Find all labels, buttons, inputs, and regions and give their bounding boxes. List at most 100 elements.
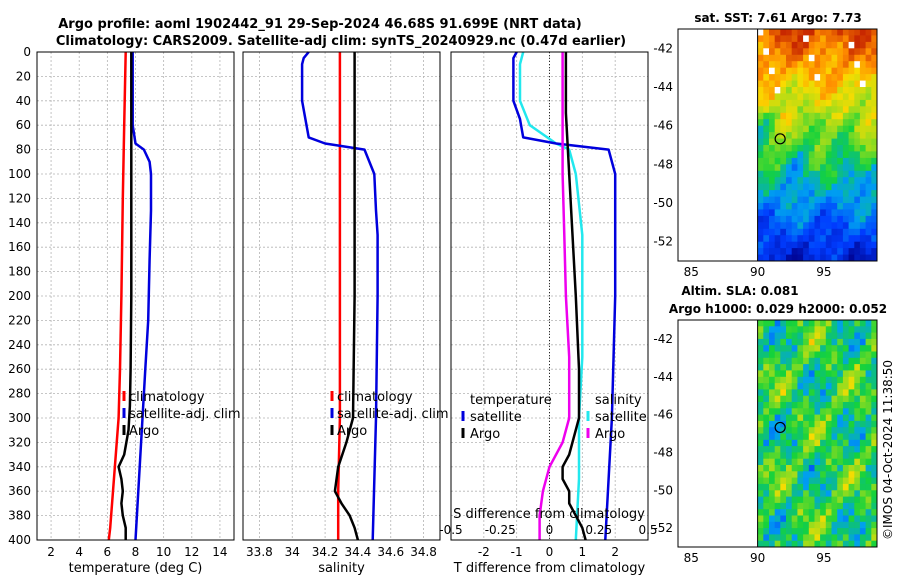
series-line-temp-2 xyxy=(117,52,133,540)
map-cell xyxy=(871,427,878,434)
map-cell xyxy=(757,338,764,346)
map-cell xyxy=(763,183,770,191)
map-cell xyxy=(859,48,867,56)
map-cell xyxy=(871,228,878,236)
map-cell xyxy=(820,326,827,334)
map-cell xyxy=(808,35,815,43)
map-cell xyxy=(786,471,793,479)
map-cell xyxy=(837,509,844,516)
map-cell xyxy=(769,383,776,390)
map-cell xyxy=(854,402,861,409)
map-cell xyxy=(786,383,793,390)
map-cell xyxy=(780,477,787,485)
map-cell xyxy=(808,196,815,204)
map-cell xyxy=(769,433,776,441)
map-cell xyxy=(763,332,770,340)
top-xtick-label-3: 0.25 xyxy=(585,523,612,537)
map-cell xyxy=(757,446,764,453)
map-cell xyxy=(769,458,776,466)
map-cell xyxy=(871,528,878,535)
map-cell xyxy=(842,241,850,249)
map-cell xyxy=(803,61,810,69)
map-cell xyxy=(871,87,878,94)
map-cell xyxy=(780,196,787,204)
map-cell xyxy=(842,332,850,340)
map-cell xyxy=(808,521,815,529)
map-cell xyxy=(797,190,804,197)
map-cell xyxy=(854,458,861,466)
map-cell xyxy=(865,80,872,88)
map-cell xyxy=(831,235,838,243)
map-cell xyxy=(842,61,850,69)
series-line-sal-1 xyxy=(300,51,379,541)
map-cell xyxy=(774,408,781,416)
map-cell xyxy=(871,383,878,390)
map-cell xyxy=(848,477,855,485)
map-cell xyxy=(859,74,867,81)
map-cell xyxy=(797,528,804,535)
map-cell xyxy=(831,490,838,498)
map-cell xyxy=(842,420,850,428)
map-cell xyxy=(757,332,764,340)
map-cell xyxy=(791,452,798,460)
xtick-label-temp-1: 4 xyxy=(75,545,83,559)
map-cell xyxy=(854,528,861,535)
map-cell xyxy=(803,215,810,223)
map-cell xyxy=(854,99,861,107)
map-cell xyxy=(842,395,850,403)
map-cell xyxy=(871,471,878,479)
map-cell xyxy=(803,254,810,262)
map-cell xyxy=(859,112,867,120)
map-cell xyxy=(871,61,878,69)
map-cell xyxy=(820,145,827,152)
map-cell xyxy=(786,99,793,107)
map-cell xyxy=(814,106,821,114)
map-cell xyxy=(769,496,776,504)
map-cell xyxy=(808,254,815,262)
map-cell xyxy=(814,61,821,69)
map-cell xyxy=(859,61,867,69)
map-cell xyxy=(831,151,838,159)
map-cell xyxy=(842,521,850,529)
map-cell xyxy=(757,326,764,334)
map-cell xyxy=(848,490,855,498)
map-cell xyxy=(871,209,878,217)
map-cell xyxy=(780,502,787,510)
map-cell xyxy=(786,490,793,498)
map-cell xyxy=(797,228,804,236)
map-cell xyxy=(786,41,793,49)
map-cell xyxy=(808,151,815,159)
map-cell xyxy=(780,125,787,133)
map-cell xyxy=(865,35,872,43)
map-cell xyxy=(814,48,821,56)
map-cell xyxy=(774,138,781,146)
map-cell xyxy=(803,515,810,523)
map-cell xyxy=(786,112,793,120)
map-cell xyxy=(848,209,855,217)
map-cell xyxy=(865,151,872,159)
ytick-label-2: 40 xyxy=(16,94,31,108)
map-cell xyxy=(837,332,844,340)
map-cell xyxy=(871,351,878,359)
map-cell xyxy=(780,446,787,453)
map-cell xyxy=(837,364,844,371)
map-cell xyxy=(825,183,832,191)
map-cell xyxy=(825,338,832,346)
map-cell xyxy=(854,41,861,49)
map-cell xyxy=(797,515,804,523)
map-cell xyxy=(757,414,764,422)
map-cell xyxy=(820,465,827,472)
map-cell xyxy=(848,99,855,107)
map-ytick-label-3-4: -50 xyxy=(653,196,673,210)
map-cell xyxy=(769,357,776,365)
map-cell xyxy=(786,215,793,223)
map-cell xyxy=(831,477,838,485)
map-cell xyxy=(871,164,878,172)
map-cell xyxy=(769,402,776,409)
xtick-label-diff-3: 1 xyxy=(579,545,587,559)
map-cell xyxy=(820,364,827,371)
map-cell xyxy=(803,452,810,460)
map-cell xyxy=(763,502,770,510)
map-cell xyxy=(757,132,764,139)
map-cell xyxy=(837,402,844,409)
